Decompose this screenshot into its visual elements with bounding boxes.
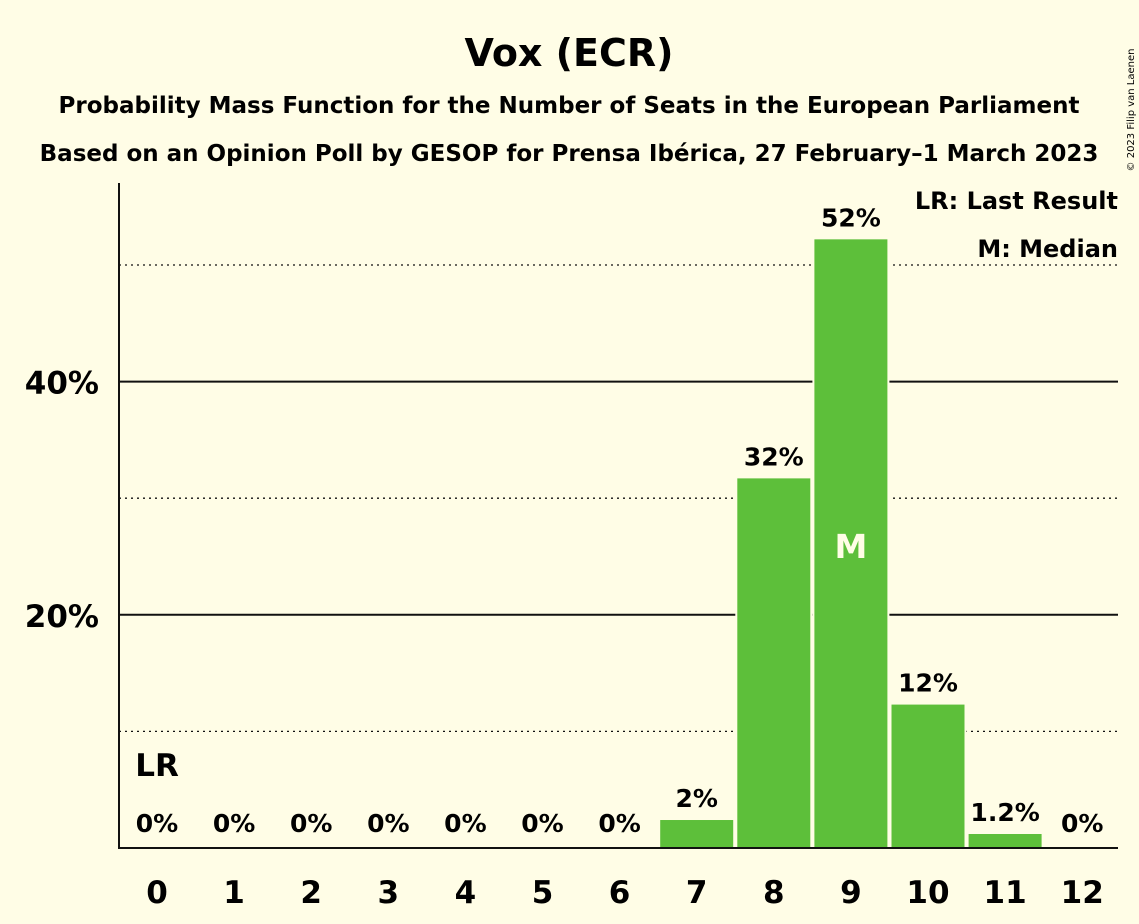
bar-value-label: 0% xyxy=(290,809,332,838)
x-tick-label: 6 xyxy=(609,875,631,911)
x-tick-label: 2 xyxy=(300,875,322,911)
legend-last-result: LR: Last Result xyxy=(915,187,1118,215)
bar-seats-8 xyxy=(737,478,811,848)
median-marker: M xyxy=(834,527,867,566)
bar-value-label: 0% xyxy=(367,809,409,838)
bar-value-labels: 0% 0% 0% 0% 0% 0% 0% 2% 32% 52% 12% 1.2% 0% M LR xyxy=(135,203,1103,838)
chart-subtitle-line1: Probability Mass Function for the Number… xyxy=(59,93,1080,119)
x-tick-label: 1 xyxy=(223,875,245,911)
copyright-text: © 2023 Filip van Laenen xyxy=(1126,49,1137,172)
x-tick-label: 0 xyxy=(146,875,168,911)
bar-value-label: 0% xyxy=(521,809,563,838)
legend-median: M: Median xyxy=(977,235,1118,263)
bar-value-label: 12% xyxy=(898,669,958,698)
bar-value-label: 0% xyxy=(213,809,255,838)
x-tick-label: 7 xyxy=(686,875,708,911)
y-tick-label: 20% xyxy=(25,599,99,635)
y-axis-ticks: 20% 40% xyxy=(25,366,99,635)
gridlines xyxy=(119,264,1118,733)
bar-seats-11 xyxy=(968,834,1042,848)
x-tick-label: 12 xyxy=(1061,875,1104,911)
bar-value-label: 0% xyxy=(598,809,640,838)
x-axis-ticks: 0 1 2 3 4 5 6 7 8 9 10 11 12 xyxy=(146,875,1104,911)
last-result-marker: LR xyxy=(135,748,179,784)
bar-value-label: 0% xyxy=(1061,809,1103,838)
bar-value-label: 32% xyxy=(744,442,804,471)
bar-value-label: 52% xyxy=(821,203,881,232)
bar-seats-7 xyxy=(660,820,734,848)
x-tick-label: 3 xyxy=(378,875,400,911)
bars xyxy=(658,199,1044,848)
chart-title: Vox (ECR) xyxy=(464,31,673,75)
x-tick-label: 11 xyxy=(984,875,1027,911)
bar-value-label: 0% xyxy=(136,809,178,838)
bar-value-label: 2% xyxy=(675,784,717,813)
x-tick-label: 8 xyxy=(763,875,785,911)
x-tick-label: 4 xyxy=(455,875,477,911)
bar-value-label: 0% xyxy=(444,809,486,838)
x-tick-label: 10 xyxy=(906,875,949,911)
x-tick-label: 5 xyxy=(532,875,554,911)
bar-value-label: 1.2% xyxy=(970,798,1039,827)
y-tick-label: 40% xyxy=(25,366,99,402)
x-tick-label: 9 xyxy=(840,875,862,911)
bar-seats-9 xyxy=(814,239,888,848)
bar-seats-10 xyxy=(891,704,965,848)
chart-subtitle-line2: Based on an Opinion Poll by GESOP for Pr… xyxy=(40,141,1099,167)
